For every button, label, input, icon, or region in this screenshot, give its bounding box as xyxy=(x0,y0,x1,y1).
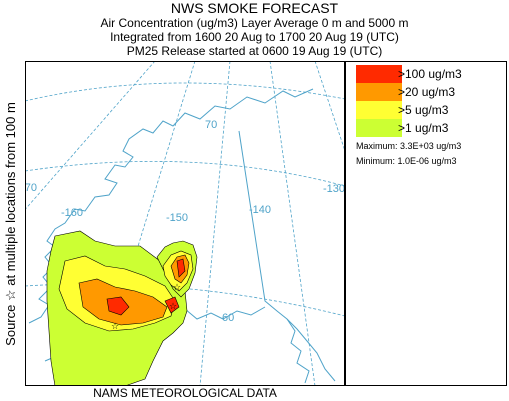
coastline-boundary xyxy=(238,130,336,382)
legend-swatch xyxy=(356,83,402,101)
plume-level-4-b xyxy=(164,296,180,314)
graticule-line xyxy=(94,61,196,386)
legend-item-100: >100 ug/m3 xyxy=(356,65,501,83)
smoke-map: ☆ ☆ ☆ -170 -160 -150 -140 -130 70 60 xyxy=(25,61,345,386)
coastline-gulf xyxy=(184,306,266,320)
source-label-c: from 100 m xyxy=(3,102,18,168)
legend-label: >1 ug/m3 xyxy=(398,121,449,135)
lon-label: -130 xyxy=(323,183,345,195)
smoke-plume xyxy=(46,230,198,386)
graticule-line xyxy=(25,161,345,187)
legend-swatch xyxy=(356,119,402,137)
lon-label: -150 xyxy=(166,212,188,224)
graticule-line xyxy=(25,82,345,102)
legend-label: >5 ug/m3 xyxy=(398,103,449,117)
plume-level-4 xyxy=(106,296,130,316)
map-title: NWS SMOKE FORECAST xyxy=(170,0,339,16)
map-frame xyxy=(25,61,345,386)
source-label-b: at multiple locations xyxy=(3,171,18,286)
lon-label: -170 xyxy=(25,182,37,194)
coastline-panhandle xyxy=(286,318,310,384)
source-marker: ☆ xyxy=(173,283,181,293)
graticule-line xyxy=(314,61,345,153)
subtitle-concentration: Air Concentration (ug/m3) Layer Average … xyxy=(100,16,409,30)
lon-label: -140 xyxy=(249,204,271,216)
subtitle-release: PM25 Release started at 0600 19 Aug 19 (… xyxy=(126,44,383,58)
lon-label: -160 xyxy=(61,207,83,219)
lat-label: 70 xyxy=(205,119,217,131)
source-marker: ☆ xyxy=(169,302,177,312)
legend-swatch xyxy=(356,101,402,119)
graticule-line xyxy=(199,61,231,386)
source-marker: ☆ xyxy=(111,322,119,332)
legend-maximum: Maximum: 3.3E+03 ug/m3 xyxy=(356,141,462,151)
graticule-line xyxy=(25,61,156,211)
legend-item-5: >5 ug/m3 xyxy=(356,101,501,119)
lat-label: 60 xyxy=(222,312,234,324)
map-labels: -170 -160 -150 -140 -130 70 60 xyxy=(25,119,345,324)
subtitle-integration: Integrated from 1600 20 Aug to 1700 20 A… xyxy=(110,30,399,44)
legend: >100 ug/m3 >20 ug/m3 >5 ug/m3 >1 ug/m3 M… xyxy=(345,61,507,386)
legend-swatch xyxy=(356,65,402,83)
legend-item-20: >20 ug/m3 xyxy=(356,83,501,101)
data-source-label: NAMS METEOROLOGICAL DATA xyxy=(93,386,277,400)
legend-label: >100 ug/m3 xyxy=(398,67,462,81)
source-markers: ☆ ☆ ☆ xyxy=(111,283,181,332)
source-label-a: Source ☆ xyxy=(3,289,18,346)
legend-minimum: Minimum: 1.0E-06 ug/m3 xyxy=(356,156,457,166)
legend-item-1: >1 ug/m3 xyxy=(356,119,501,137)
plume-level-4-north xyxy=(176,258,186,278)
legend-label: >20 ug/m3 xyxy=(398,85,456,99)
source-label: Source ☆ at multiple locations from 100 … xyxy=(3,59,19,389)
